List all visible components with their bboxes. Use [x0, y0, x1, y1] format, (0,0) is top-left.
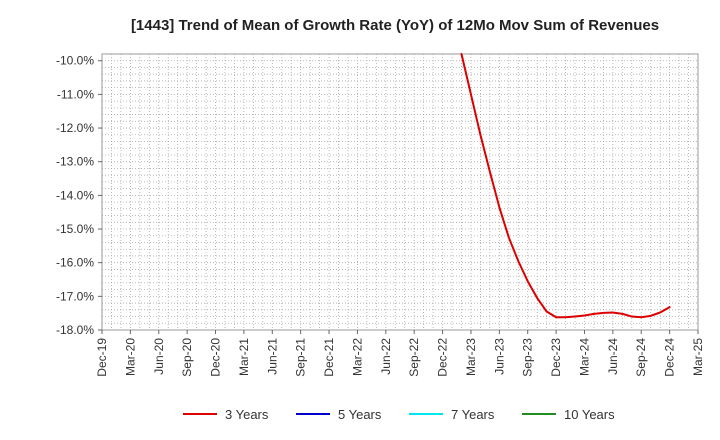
y-tick-label: -18.0%: [56, 323, 94, 337]
x-tick-label: Jun-20: [152, 338, 166, 375]
y-tick-label: -12.0%: [56, 121, 94, 135]
series-layer: [460, 53, 671, 319]
plot-area: [101, 53, 699, 331]
x-tick-label: Mar-23: [464, 338, 478, 376]
x-tick-label: Mar-21: [237, 338, 251, 376]
y-tick-label: -13.0%: [56, 155, 94, 169]
chart-title: [1443] Trend of Mean of Growth Rate (YoY…: [131, 17, 659, 34]
x-tick-label: Dec-20: [209, 338, 223, 377]
x-tick-label: Dec-23: [549, 338, 563, 377]
y-tick-label: -10.0%: [56, 54, 94, 68]
x-axis: Dec-19 Mar-20 Jun-20 Sep-20 Dec-20 Mar-21 Jun-…: [95, 330, 705, 377]
x-tick-label: Sep-21: [294, 338, 308, 377]
y-tick-label: -16.0%: [56, 256, 94, 270]
y-tick-label: -11.0%: [57, 87, 94, 101]
x-tick-label: Mar-25: [691, 338, 705, 376]
legend-label: 3 Years: [225, 407, 269, 422]
x-tick-label: Dec-24: [663, 338, 677, 377]
y-tick-label: -17.0%: [56, 289, 94, 303]
x-tick-label: Jun-21: [265, 338, 279, 375]
x-tick-label: Sep-23: [521, 338, 535, 377]
legend-label: 7 Years: [451, 407, 495, 422]
x-tick-label: Mar-24: [577, 338, 591, 376]
y-tick-label: -15.0%: [56, 222, 94, 236]
grid: [101, 53, 699, 331]
x-tick-label: Dec-19: [95, 338, 109, 377]
series-line-3-years: [460, 53, 671, 319]
legend-label: 10 Years: [564, 407, 615, 422]
legend: 3 Years 5 Years 7 Years 10 Years: [183, 407, 615, 422]
y-axis: -10.0% -11.0% -12.0% -13.0% -14.0% -15.0% -16.…: [56, 54, 102, 337]
x-tick-label: Jun-22: [379, 338, 393, 375]
x-tick-label: Mar-22: [350, 338, 364, 376]
x-tick-label: Sep-20: [180, 338, 194, 377]
x-tick-label: Jun-23: [492, 338, 506, 375]
x-tick-label: Dec-21: [322, 338, 336, 377]
x-tick-label: Sep-24: [634, 338, 648, 377]
x-tick-label: Mar-20: [123, 338, 137, 376]
y-tick-label: -14.0%: [56, 188, 94, 202]
x-tick-label: Dec-22: [436, 338, 450, 377]
x-tick-label: Jun-24: [606, 338, 620, 375]
x-tick-label: Sep-22: [407, 338, 421, 377]
legend-label: 5 Years: [338, 407, 382, 422]
